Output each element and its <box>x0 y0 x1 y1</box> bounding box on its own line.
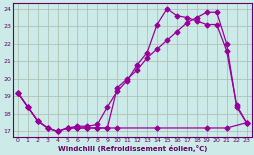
X-axis label: Windchill (Refroidissement éolien,°C): Windchill (Refroidissement éolien,°C) <box>57 144 206 152</box>
